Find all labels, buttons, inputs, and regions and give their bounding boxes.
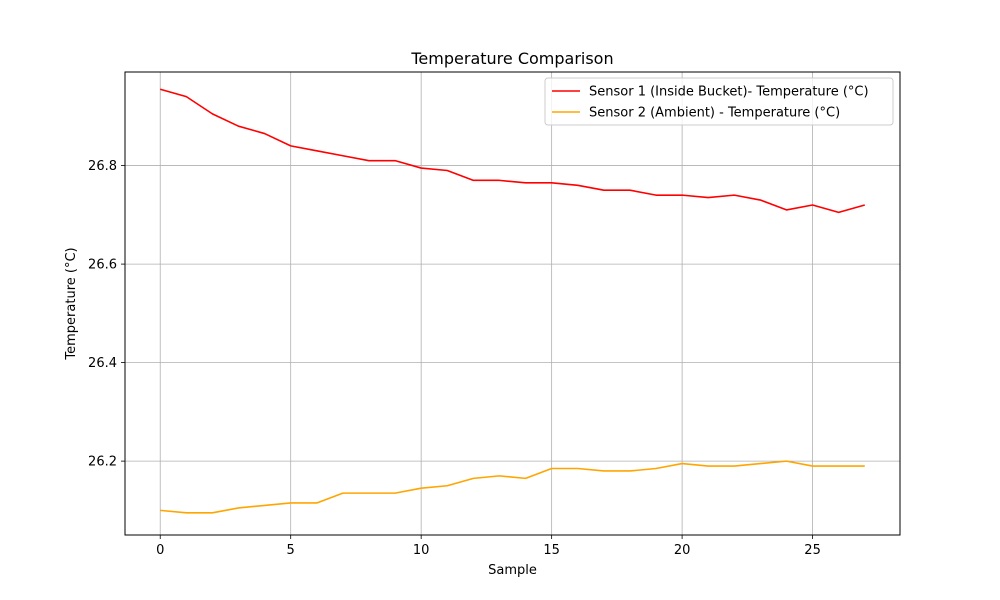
legend-box xyxy=(544,77,894,126)
y-axis-title: Temperature (°C) xyxy=(64,247,79,360)
legend-label-sensor-1: Sensor 1 (Inside Bucket)- Temperature (°… xyxy=(589,85,869,100)
x-tick-label: 10 xyxy=(413,543,430,558)
x-tick-label: 25 xyxy=(804,543,821,558)
y-tick-label: 26.4 xyxy=(88,356,117,371)
axis-ticks: 0 5 10 15 20 25 26.2 26.4 26.6 26.8 xyxy=(88,159,821,558)
x-axis-title: Sample xyxy=(488,563,537,578)
legend-label-sensor-2: Sensor 2 (Ambient) - Temperature (°C) xyxy=(589,106,840,121)
series-line-sensor-2 xyxy=(160,460,865,514)
series-line-sensor-1 xyxy=(160,88,865,214)
y-tick-label: 26.8 xyxy=(88,159,117,174)
y-tick-label: 26.6 xyxy=(88,258,117,273)
x-tick-label: 5 xyxy=(287,543,295,558)
x-tick-label: 0 xyxy=(156,543,164,558)
grid xyxy=(125,72,900,535)
chart-title: Temperature Comparison xyxy=(410,49,613,68)
plot-area-frame xyxy=(124,71,901,536)
x-tick-label: 20 xyxy=(674,543,691,558)
series-lines xyxy=(160,88,865,514)
x-tick-label: 15 xyxy=(543,543,560,558)
y-tick-label: 26.2 xyxy=(88,455,117,470)
legend: Sensor 1 (Inside Bucket)- Temperature (°… xyxy=(544,77,894,126)
